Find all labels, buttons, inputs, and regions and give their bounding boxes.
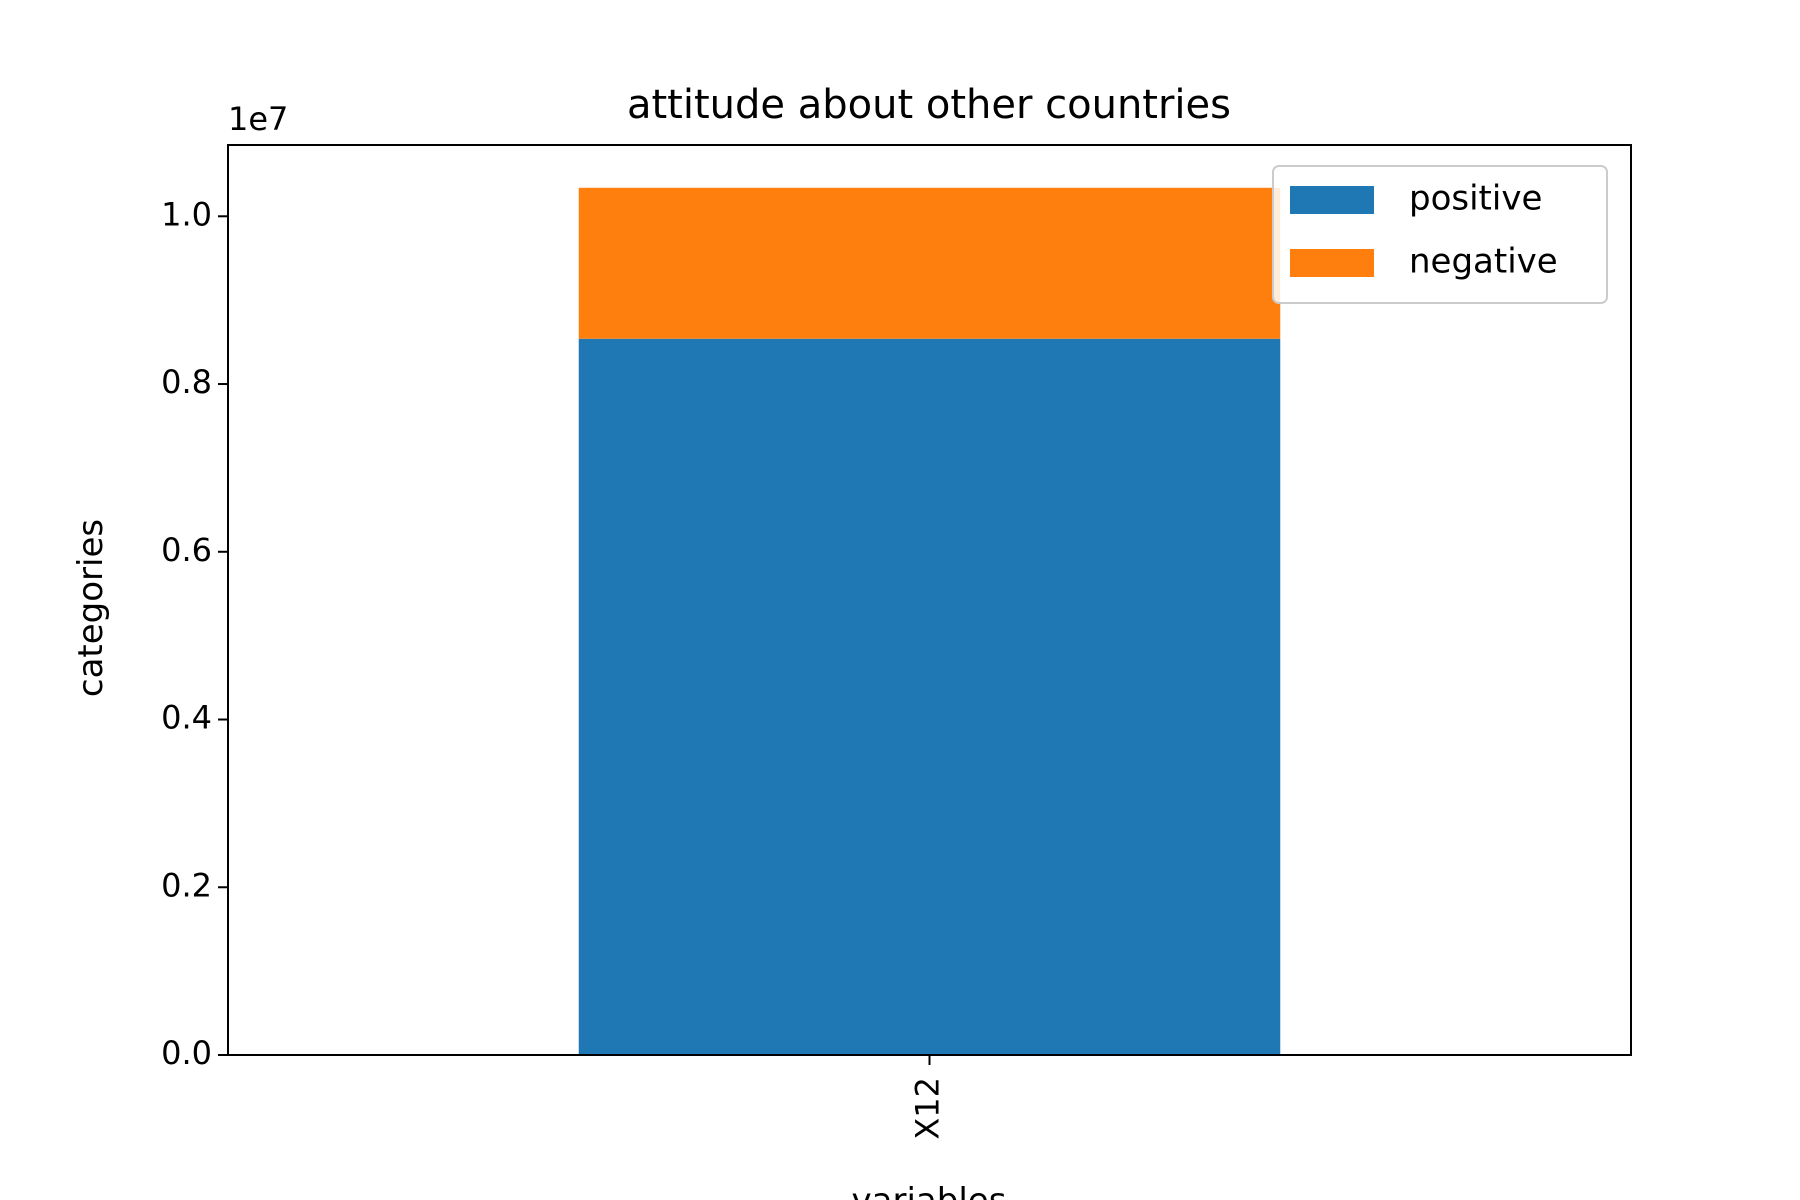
y-tick-label: 1.0 — [161, 195, 212, 233]
legend-swatch-positive — [1290, 186, 1374, 214]
x-axis-label: variables — [852, 1181, 1007, 1200]
legend-swatch-negative — [1290, 249, 1374, 277]
y-axis-label: categories — [71, 519, 111, 697]
y-tick-label: 0.6 — [161, 531, 212, 569]
chart-title: attitude about other countries — [627, 82, 1231, 128]
bar-positive-X12 — [578, 338, 1281, 1055]
x-ticks: X12 — [909, 1055, 947, 1140]
x-tick-label: X12 — [909, 1077, 947, 1140]
legend: positive negative — [1272, 165, 1608, 304]
bar-negative-X12 — [578, 187, 1281, 339]
y-tick-label: 0.4 — [161, 699, 212, 737]
y-ticks: 0.0 0.2 0.4 0.6 0.8 1.0 — [161, 195, 228, 1072]
plot-frame — [227, 144, 1632, 1056]
y-tick-label: 0.0 — [161, 1034, 212, 1072]
y-tick-label: 0.2 — [161, 866, 212, 904]
bars-layer — [578, 187, 1281, 1055]
legend-label-negative: negative — [1409, 242, 1558, 282]
legend-label-positive: positive — [1409, 179, 1542, 219]
y-offset-text: 1e7 — [228, 100, 288, 138]
y-tick-label: 0.8 — [161, 363, 212, 401]
